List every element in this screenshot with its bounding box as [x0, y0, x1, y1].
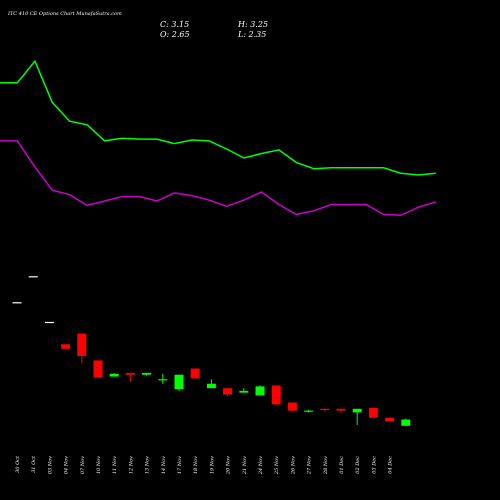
candle-body	[271, 385, 281, 405]
x-tick-label: 18 Nov	[193, 456, 199, 474]
candle-body	[125, 372, 135, 375]
candle	[125, 372, 135, 382]
candle-body	[12, 302, 22, 304]
x-tick-label: 11 Nov	[112, 456, 118, 474]
candle	[223, 388, 233, 397]
candle	[28, 276, 38, 278]
candle	[368, 407, 378, 418]
candle	[320, 408, 330, 412]
close-readout: C: 3.15	[160, 20, 189, 29]
x-tick-label: 26 Nov	[290, 456, 296, 475]
candle-body	[239, 390, 249, 393]
candle	[174, 374, 184, 391]
candle-body	[223, 388, 233, 395]
x-tick-label: 28 Nov	[323, 456, 329, 475]
x-tick-label: 01 Dec	[339, 456, 345, 474]
candle	[352, 408, 362, 425]
candle-body	[336, 408, 346, 411]
high-readout: H: 3.25	[237, 20, 268, 29]
x-tick-label: 10 Nov	[96, 456, 102, 474]
candle-body	[385, 417, 395, 422]
candle	[271, 385, 281, 406]
x-tick-label: 17 Nov	[177, 456, 183, 474]
candle	[61, 344, 71, 350]
open-readout: O: 2.65	[160, 30, 190, 39]
candle	[190, 368, 200, 380]
x-tick-label: 03 Dec	[371, 456, 377, 474]
candle	[336, 408, 346, 413]
candle-body	[174, 374, 184, 390]
candle-body	[93, 360, 103, 378]
candle	[401, 418, 411, 426]
chart-title: ITC 410 CE Options Chart MunafaSutra.com	[7, 11, 122, 17]
candle	[93, 360, 103, 378]
candle-body	[320, 408, 330, 410]
candle	[142, 372, 152, 376]
candle	[109, 372, 119, 377]
candle-body	[28, 276, 38, 278]
x-tick-label: 25 Nov	[274, 456, 280, 475]
bands-layer	[0, 59, 437, 217]
x-tick-label: 24 Nov	[258, 456, 264, 475]
x-tick-label: 13 Nov	[145, 456, 151, 474]
x-tick-label: 03 Nov	[47, 456, 53, 474]
x-tick-label: 12 Nov	[128, 456, 134, 474]
candle	[77, 333, 87, 364]
candle	[304, 409, 314, 413]
candle	[206, 379, 216, 389]
x-tick-label: 20 Nov	[226, 456, 232, 475]
candle-body	[352, 408, 362, 413]
candle-body	[401, 419, 411, 426]
candle-body	[158, 379, 168, 381]
candle	[287, 402, 297, 412]
candle-body	[109, 373, 119, 377]
x-tick-labels: 30 Oct 31 Oct 03 Nov 04 Nov 07 Nov 10 Nov 11 N…	[15, 455, 394, 475]
x-tick-label: 07 Nov	[80, 456, 86, 474]
x-tick-label: 14 Nov	[161, 456, 167, 474]
candle	[239, 388, 249, 393]
x-tick-label: 19 Nov	[209, 456, 215, 474]
candle-body	[190, 368, 200, 379]
lower-band-line	[0, 140, 437, 217]
x-tick-label: 04 Nov	[64, 456, 70, 474]
candle-body	[287, 402, 297, 411]
candle-body	[368, 407, 378, 418]
x-tick-label: 30 Oct	[15, 455, 21, 473]
candle	[44, 321, 54, 324]
candles-layer	[12, 276, 411, 426]
candle	[158, 373, 168, 384]
x-tick-label: 21 Nov	[242, 456, 248, 475]
candle-body	[77, 333, 87, 356]
candle-body	[206, 383, 216, 389]
candle-body	[255, 386, 265, 396]
candle	[385, 417, 395, 422]
x-tick-label: 02 Dec	[355, 456, 361, 474]
candle	[12, 302, 22, 304]
candle-body	[142, 372, 152, 375]
candle	[255, 385, 265, 396]
upper-band-line	[0, 59, 436, 176]
candle-body	[61, 344, 71, 349]
low-readout: L: 2.35	[237, 30, 266, 39]
candle-body	[304, 410, 314, 412]
x-tick-label: 31 Oct	[31, 455, 37, 473]
candle-body	[44, 321, 54, 324]
x-tick-label: 27 Nov	[307, 456, 313, 475]
x-tick-label: 04 Dec	[388, 456, 394, 474]
